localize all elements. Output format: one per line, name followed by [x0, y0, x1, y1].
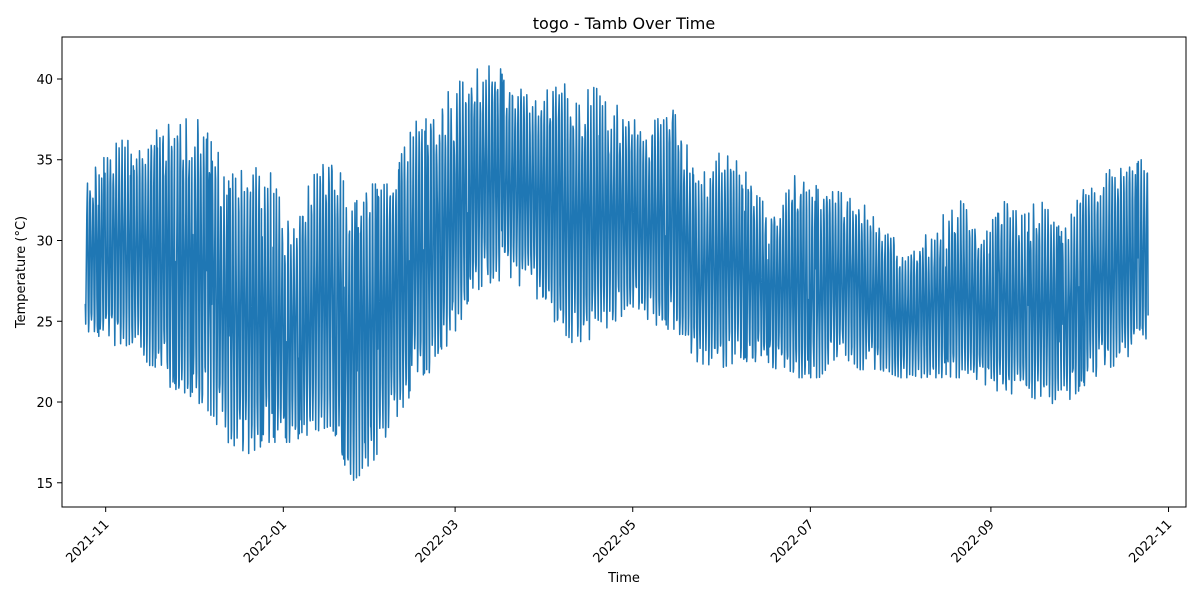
x-axis-title: Time [607, 571, 640, 586]
y-tick-label: 40 [36, 73, 53, 88]
y-tick-label: 20 [36, 396, 53, 411]
series-line [84, 65, 1149, 481]
y-tick-label: 15 [36, 477, 53, 492]
plot-area [84, 65, 1149, 481]
plot-frame [61, 36, 1187, 508]
y-tick-label: 25 [36, 315, 53, 330]
y-axis-title: Temperature (°C) [14, 216, 29, 329]
y-tick-label: 30 [36, 235, 53, 250]
y-axis: 15 20 25 30 35 40 [36, 73, 62, 492]
chart-title: togo - Tamb Over Time [533, 14, 715, 33]
y-tick-label: 35 [36, 154, 53, 169]
